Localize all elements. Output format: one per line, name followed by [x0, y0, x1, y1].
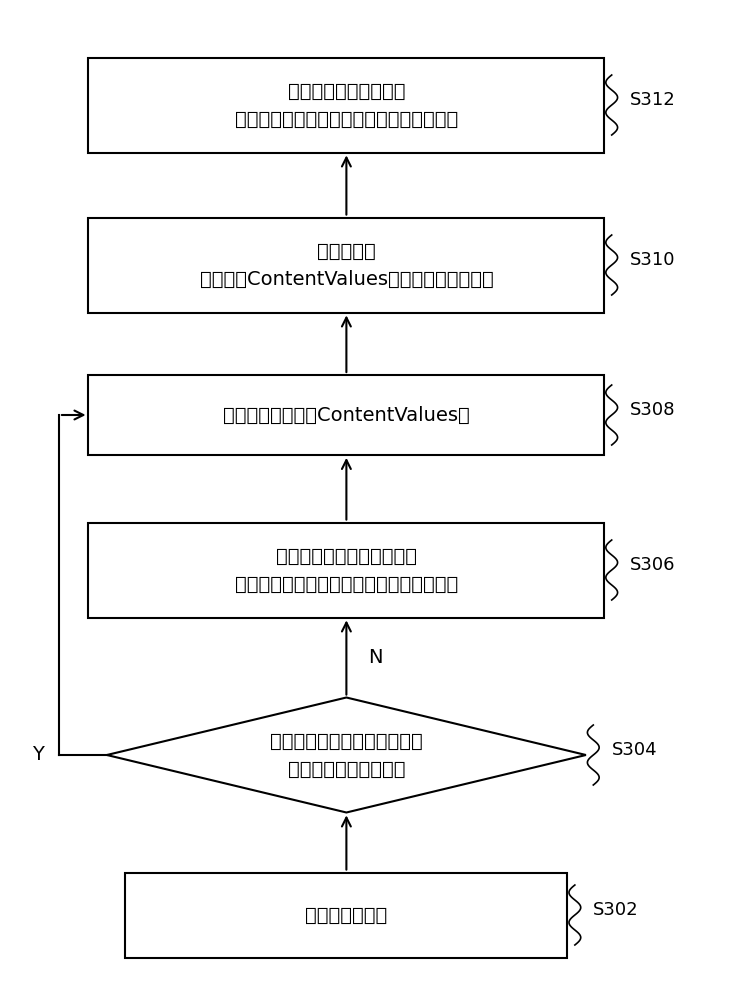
- Bar: [88, 375, 604, 455]
- Text: S302: S302: [593, 901, 639, 919]
- Bar: [88, 57, 604, 152]
- Text: 数据表存储于共享数据库中: 数据表存储于共享数据库中: [276, 546, 417, 566]
- Text: 包括与运行数据对应的数据表: 包括与运行数据对应的数据表: [270, 732, 423, 750]
- Bar: [88, 218, 604, 312]
- Text: 行数据对应的数据表中: 行数据对应的数据表中: [287, 82, 405, 101]
- Text: N: N: [368, 648, 383, 667]
- Polygon shape: [107, 698, 586, 812]
- Text: Y: Y: [32, 746, 44, 764]
- Text: 建立与运行数据对应的数据表并将所建立的: 建立与运行数据对应的数据表并将所建立的: [235, 574, 458, 593]
- Text: 判断共享数据库中是否: 判断共享数据库中是否: [287, 760, 405, 778]
- Text: S304: S304: [612, 741, 657, 759]
- Text: 将转化成ContentValues类的运行数据发送至: 将转化成ContentValues类的运行数据发送至: [200, 269, 493, 288]
- Text: 设置共享数据库: 设置共享数据库: [305, 906, 388, 924]
- Text: S308: S308: [630, 401, 676, 419]
- Text: S306: S306: [630, 556, 676, 574]
- Bar: [125, 872, 567, 958]
- Bar: [88, 522, 604, 617]
- Text: 将应用的运行数据存储于共享数据库中与运: 将应用的运行数据存储于共享数据库中与运: [235, 109, 458, 128]
- Text: S312: S312: [630, 91, 676, 109]
- Text: 将运行数据转化成ContentValues类: 将运行数据转化成ContentValues类: [223, 406, 469, 424]
- Text: S310: S310: [630, 251, 676, 269]
- Text: 共享数据库: 共享数据库: [317, 241, 376, 260]
